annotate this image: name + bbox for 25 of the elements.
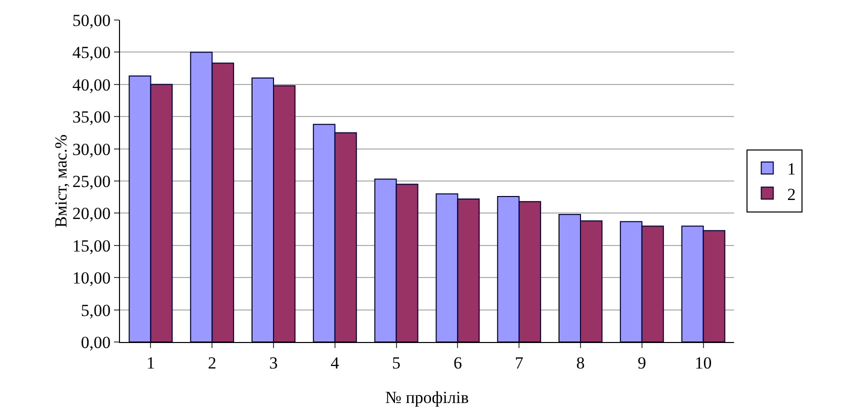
x-tick-label: 9 bbox=[638, 353, 646, 372]
x-tick-label: 3 bbox=[269, 353, 278, 372]
y-tick-label: 0,00 bbox=[80, 332, 111, 352]
x-tick-label: 5 bbox=[392, 353, 401, 372]
y-tick-label: 30,00 bbox=[72, 140, 111, 159]
x-tick-label: 10 bbox=[694, 353, 712, 372]
y-tick-label: 25,00 bbox=[72, 172, 111, 191]
y-tick-label: 35,00 bbox=[72, 108, 111, 127]
x-tick-label: 8 bbox=[576, 353, 585, 372]
y-tick-label: 20,00 bbox=[72, 204, 111, 224]
x-tick-label: 7 bbox=[514, 353, 524, 372]
y-tick-label: 5,00 bbox=[80, 300, 111, 320]
y-tick-label: 45,00 bbox=[72, 43, 111, 62]
y-tick-label: 40,00 bbox=[72, 75, 111, 94]
y-tick-label: 50,00 bbox=[72, 10, 111, 30]
y-tick-label: 15,00 bbox=[72, 236, 111, 256]
y-tick-label: 10,00 bbox=[72, 268, 111, 288]
legend-label: 1 bbox=[787, 160, 796, 179]
x-axis-title: № профілів bbox=[385, 388, 469, 407]
x-tick-label: 6 bbox=[453, 353, 462, 372]
x-tick-label: 2 bbox=[208, 353, 216, 372]
x-tick-label: 1 bbox=[146, 353, 155, 372]
y-axis-title: Вміст, мас.% bbox=[51, 134, 70, 228]
legend-label: 2 bbox=[787, 184, 796, 204]
x-tick-label: 4 bbox=[330, 353, 340, 372]
